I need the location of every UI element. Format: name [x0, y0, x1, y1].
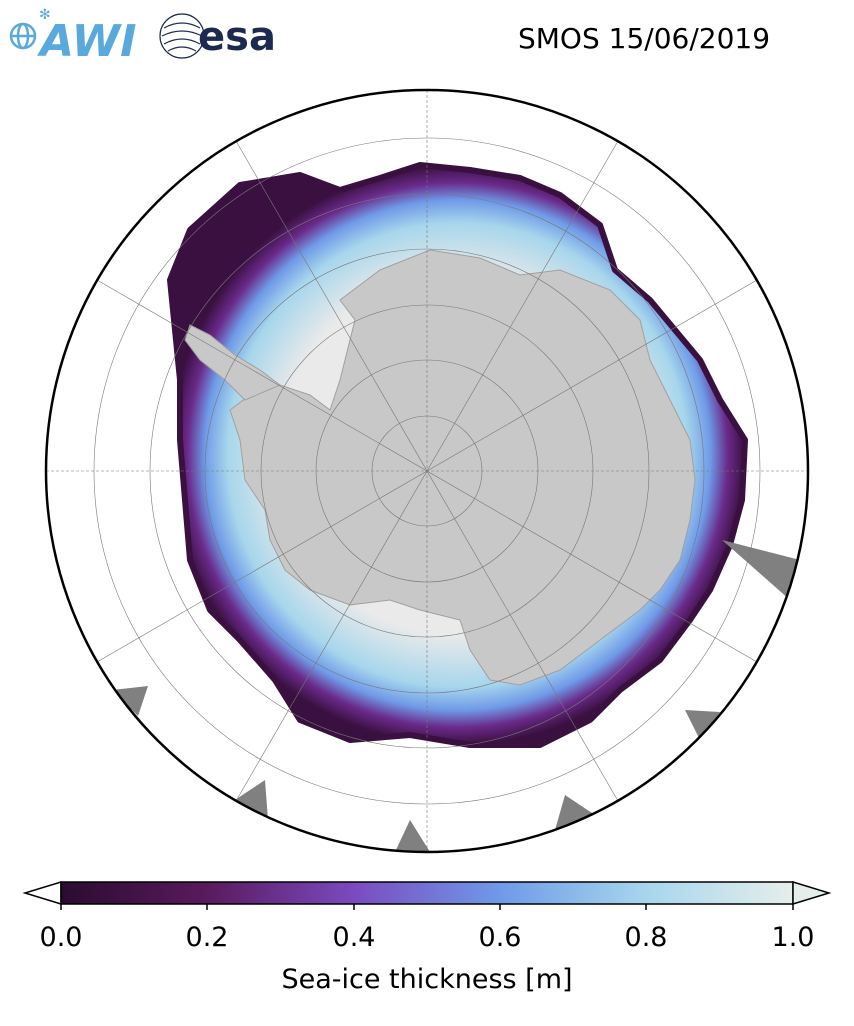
colorbar-extend-max: [792, 880, 832, 906]
colorbar: [22, 880, 832, 910]
colorbar-extend-min: [22, 880, 62, 906]
esa-logo: esa: [159, 13, 276, 60]
graticule: [46, 90, 808, 852]
colorbar-tick-label: 0.4: [332, 922, 376, 953]
colorbar-gradient: [60, 881, 794, 905]
antarctic-peninsula: [184, 324, 281, 401]
awi-logo: ✻ AWI: [9, 7, 137, 62]
colorbar-tick-label: 0.8: [624, 922, 668, 953]
colorbar-tick-label: 0.6: [478, 922, 522, 953]
svg-text:AWI: AWI: [37, 16, 137, 62]
antarctica-land: [229, 249, 696, 686]
svg-text:esa: esa: [198, 14, 276, 60]
colorbar-tick-label: 1.0: [771, 922, 815, 953]
map-boundary: [44, 88, 810, 854]
sea-ice-map: [44, 88, 810, 854]
missing-data-regions: [112, 540, 800, 852]
colorbar-label: Sea-ice thickness [m]: [281, 964, 573, 995]
colorbar-tick-label: 0.2: [185, 922, 229, 953]
snowflake-icon: ✻: [39, 7, 51, 23]
map-title: SMOS 15/06/2019: [518, 22, 771, 55]
colorbar-tick-label: 0.0: [39, 922, 83, 953]
